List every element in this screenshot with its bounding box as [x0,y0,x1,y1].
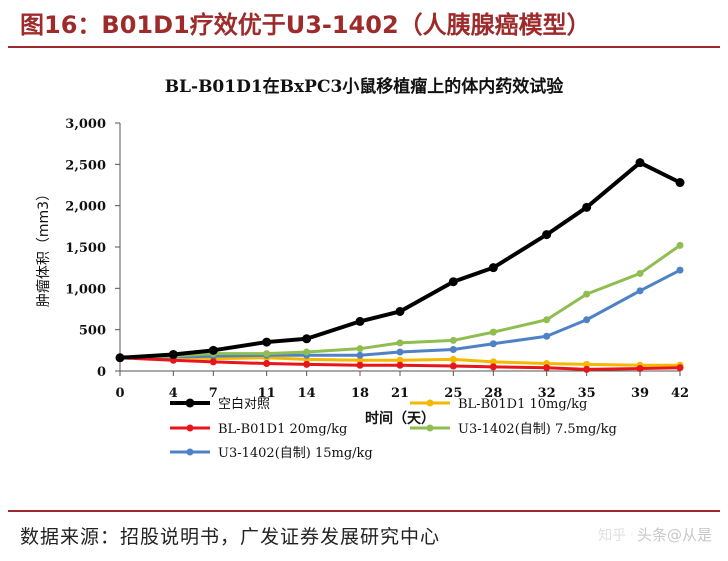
data-point-blank [488,263,498,273]
x-tick-label: 4 [169,386,178,401]
x-tick-label: 25 [444,386,462,401]
data-point-bl20 [303,360,311,368]
data-point-bl20 [356,361,364,369]
chart-title: BL-B01D1在BxPC3小鼠移植瘤上的体内药效试验 [165,76,565,97]
data-point-blank [675,178,685,188]
data-point-u3_15 [543,332,551,340]
data-point-blank [542,230,552,240]
data-point-u3_75 [356,345,364,353]
legend-marker-bl10 [426,399,434,407]
data-point-bl20 [209,358,217,366]
data-point-bl10 [356,356,364,364]
y-tick-label: 3,000 [65,117,106,132]
watermark-part1: 知乎 [598,528,627,544]
data-point-bl10 [449,355,457,363]
x-tick-label: 18 [351,386,369,401]
watermark: 知乎 · 头条@从是 [598,526,712,544]
y-tick-label: 500 [79,324,106,339]
data-point-blank [395,306,405,316]
data-point-u3_15 [356,351,364,359]
watermark-handle: @从是 [666,526,712,544]
legend-marker-u3_75 [426,424,434,432]
data-point-u3_75 [263,350,271,358]
data-point-bl20 [583,365,591,373]
legend-marker-bl20 [186,424,194,432]
source-note: 数据来源：招股说明书，广发证券发展研究中心 [20,526,441,548]
data-point-blank [448,277,458,287]
data-point-u3_15 [676,266,684,274]
legend-label-bl10: BL-B01D1 10mg/kg [458,397,587,412]
data-point-bl20 [489,363,497,371]
x-tick-label: 39 [631,386,649,401]
data-point-u3_15 [583,316,591,324]
legend-label-u3_15: U3-1402(自制) 15mg/kg [218,446,373,461]
figure-title: 图16：B01D1疗效优于U3-1402（人胰腺癌模型） [20,11,591,39]
data-point-u3_15 [449,346,457,354]
x-tick-label: 21 [391,386,409,401]
legend-label-blank: 空白对照 [218,396,270,412]
source-bar: 数据来源：招股说明书，广发证券发展研究中心 知乎 · 头条@从是 [8,510,720,557]
watermark-part2: 头条 [636,526,667,544]
x-tick-label: 28 [484,386,502,401]
data-point-blank [262,337,272,347]
data-point-blank [208,345,218,355]
data-point-u3_15 [489,340,497,348]
data-point-blank [582,202,592,212]
x-tick-label: 11 [258,386,276,401]
data-point-bl20 [636,365,644,373]
data-point-blank [355,316,365,326]
x-tick-label: 7 [209,386,218,401]
y-tick-label: 1,500 [65,241,106,256]
data-point-bl20 [676,364,684,372]
x-tick-label: 0 [115,386,124,401]
data-point-u3_75 [489,328,497,336]
data-point-u3_75 [543,316,551,324]
data-point-u3_75 [303,348,311,356]
legend-marker-u3_15 [186,448,194,456]
data-point-u3_15 [636,287,644,295]
data-point-u3_75 [636,269,644,277]
figure-header: 图16：B01D1疗效优于U3-1402（人胰腺癌模型） [8,0,720,48]
data-point-u3_75 [583,290,591,298]
data-point-bl20 [263,360,271,368]
legend-label-bl20: BL-B01D1 20mg/kg [218,422,347,437]
x-axis-label: 时间（天） [365,410,435,427]
y-tick-label: 0 [97,365,106,380]
data-point-blank [302,334,312,344]
data-point-bl20 [396,361,404,369]
data-point-u3_75 [676,241,684,249]
data-point-blank [115,353,125,363]
x-tick-label: 35 [578,386,596,401]
legend-marker-blank [185,398,195,408]
data-point-bl10 [396,356,404,364]
series-line-blank [119,160,681,360]
x-tick-label: 32 [538,386,556,401]
data-point-u3_75 [396,339,404,347]
data-point-bl20 [543,364,551,372]
x-tick-label: 42 [671,386,689,401]
data-point-blank [635,158,645,168]
data-point-blank [168,349,178,359]
data-point-bl10 [583,360,591,368]
chart: BL-B01D1在BxPC3小鼠移植瘤上的体内药效试验 0 500 1,000 1,50… [35,76,689,461]
y-tick-label: 2,000 [65,200,106,215]
y-axis-label: 肿瘤体积（mm3） [35,187,52,307]
data-point-u3_15 [396,348,404,356]
data-point-bl10 [489,358,497,366]
y-tick-label: 1,000 [65,282,106,297]
y-tick-label: 2,500 [65,158,106,173]
x-tick-label: 14 [298,386,316,401]
data-point-bl20 [449,362,457,370]
legend-label-u3_75: U3-1402(自制) 7.5mg/kg [458,422,617,437]
data-point-u3_75 [449,336,457,344]
